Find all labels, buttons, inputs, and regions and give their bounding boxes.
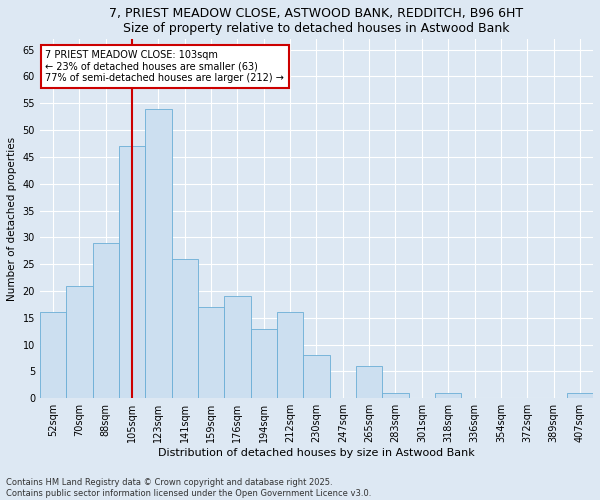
Bar [145, 108, 172, 399]
Bar [567, 393, 593, 398]
Bar [356, 366, 382, 398]
Bar [251, 328, 277, 398]
Bar [66, 286, 92, 399]
Bar [172, 259, 198, 398]
Bar [119, 146, 145, 399]
Bar [303, 356, 329, 399]
Bar [40, 312, 66, 398]
Text: Contains HM Land Registry data © Crown copyright and database right 2025.
Contai: Contains HM Land Registry data © Crown c… [6, 478, 371, 498]
Bar [277, 312, 303, 398]
Title: 7, PRIEST MEADOW CLOSE, ASTWOOD BANK, REDDITCH, B96 6HT
Size of property relativ: 7, PRIEST MEADOW CLOSE, ASTWOOD BANK, RE… [109, 7, 524, 35]
Bar [198, 307, 224, 398]
Text: 7 PRIEST MEADOW CLOSE: 103sqm
← 23% of detached houses are smaller (63)
77% of s: 7 PRIEST MEADOW CLOSE: 103sqm ← 23% of d… [46, 50, 284, 83]
Bar [382, 393, 409, 398]
Bar [435, 393, 461, 398]
Bar [92, 242, 119, 398]
Bar [224, 296, 251, 398]
X-axis label: Distribution of detached houses by size in Astwood Bank: Distribution of detached houses by size … [158, 448, 475, 458]
Y-axis label: Number of detached properties: Number of detached properties [7, 136, 17, 300]
